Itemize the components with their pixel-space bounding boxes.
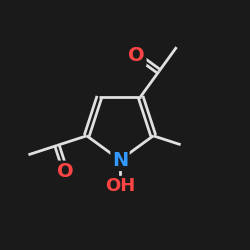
Text: O: O [57,162,74,181]
Text: N: N [112,150,128,170]
Text: OH: OH [105,177,135,195]
Text: O: O [128,46,145,65]
